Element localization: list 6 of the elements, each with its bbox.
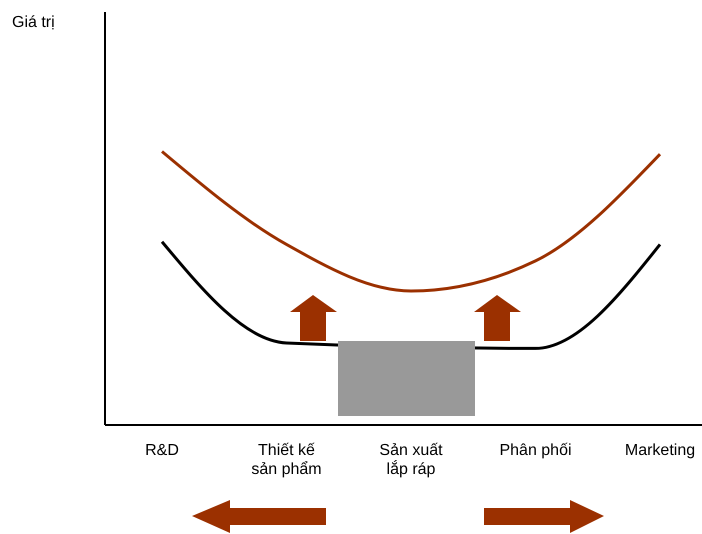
text: Giá trị: [12, 14, 55, 32]
x-tick-label: Phân phối: [499, 442, 572, 459]
x-tick-label: R&D: [145, 442, 179, 459]
x-tick-label: Sản xuất lắp ráp: [379, 442, 444, 478]
x-tick-label: Thiết kế sản phẩm: [251, 442, 322, 478]
x-tick-label: Marketing: [624, 442, 696, 459]
